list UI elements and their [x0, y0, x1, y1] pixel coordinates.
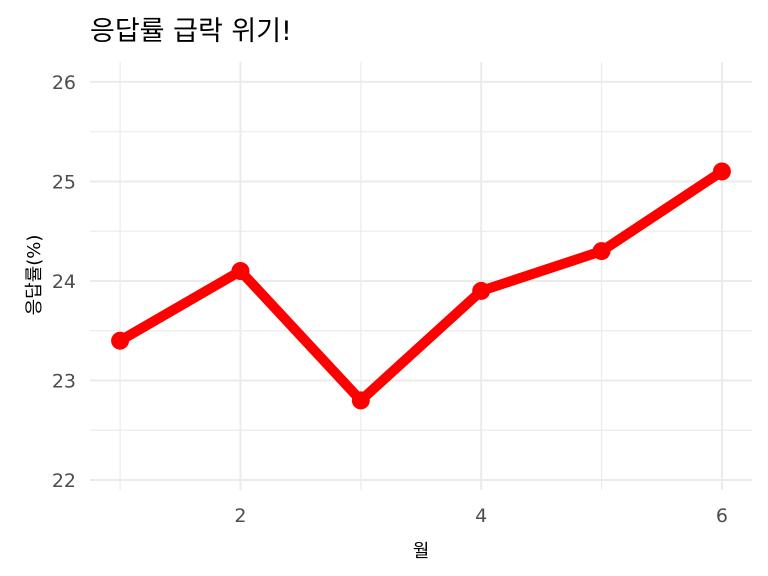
y-tick-label: 22	[52, 470, 76, 492]
y-axis-label: 응답률(%)	[24, 235, 45, 316]
data-point	[231, 262, 250, 281]
chart-title: 응답률 급락 위기!	[90, 16, 292, 47]
x-tick-label: 2	[234, 505, 246, 527]
series-line	[115, 166, 727, 406]
x-tick-label: 4	[475, 505, 487, 527]
y-tick-label: 25	[52, 171, 76, 193]
y-axis-ticks: 22 23 24 25 26	[52, 72, 76, 492]
x-axis-label: 월	[413, 541, 430, 562]
y-tick-label: 23	[52, 371, 76, 393]
x-tick-label: 6	[716, 505, 728, 527]
data-point	[592, 242, 611, 261]
data-point	[351, 391, 370, 410]
data-point	[111, 331, 130, 350]
data-point	[472, 281, 491, 300]
data-point	[712, 162, 731, 181]
series-layer	[111, 162, 731, 410]
y-tick-label: 24	[52, 271, 76, 293]
grid	[90, 62, 752, 490]
y-tick-label: 26	[52, 72, 76, 94]
x-axis-ticks: 2 4 6	[234, 505, 728, 527]
